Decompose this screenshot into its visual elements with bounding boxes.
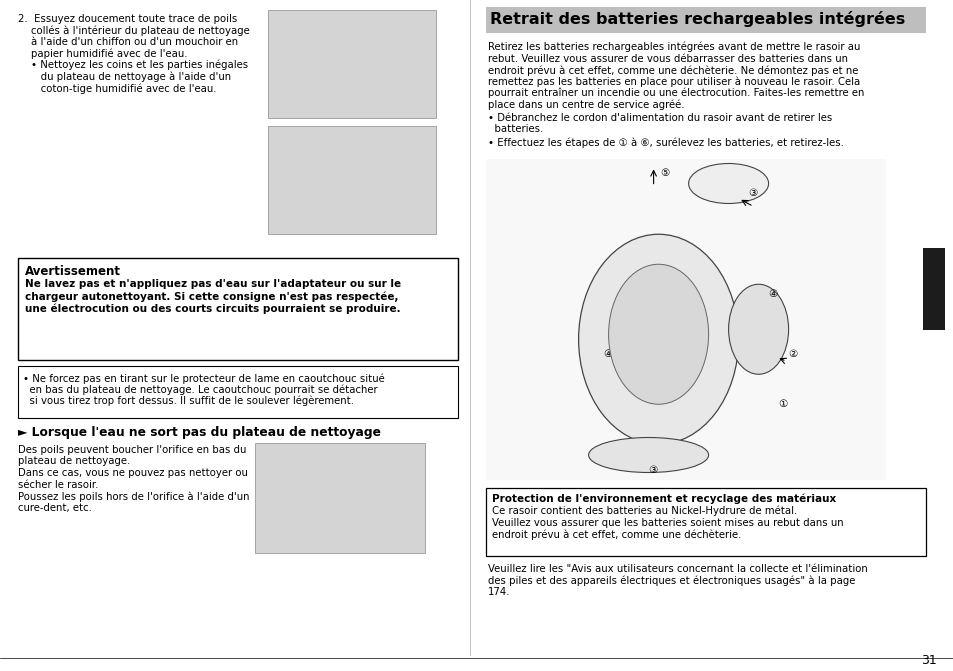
Text: remettez pas les batteries en place pour utiliser à nouveau le rasoir. Cela: remettez pas les batteries en place pour… bbox=[488, 76, 860, 87]
Text: du plateau de nettoyage à l'aide d'un: du plateau de nettoyage à l'aide d'un bbox=[18, 72, 231, 82]
Text: • Ne forcez pas en tirant sur le protecteur de lame en caoutchouc situé: • Ne forcez pas en tirant sur le protect… bbox=[23, 373, 384, 384]
Text: Ne lavez pas et n'appliquez pas d'eau sur l'adaptateur ou sur le: Ne lavez pas et n'appliquez pas d'eau su… bbox=[25, 279, 400, 289]
Bar bbox=[923, 248, 944, 330]
Text: Des poils peuvent boucher l'orifice en bas du: Des poils peuvent boucher l'orifice en b… bbox=[18, 445, 246, 455]
Bar bbox=[18, 366, 457, 418]
Ellipse shape bbox=[688, 164, 768, 203]
Bar bbox=[268, 10, 436, 118]
Text: 2.  Essuyez doucement toute trace de poils: 2. Essuyez doucement toute trace de poil… bbox=[18, 14, 237, 24]
Text: à l'aide d'un chiffon ou d'un mouchoir en: à l'aide d'un chiffon ou d'un mouchoir e… bbox=[18, 37, 238, 47]
Text: • Effectuez les étapes de ① à ⑥, surélevez les batteries, et retirez-les.: • Effectuez les étapes de ① à ⑥, surélev… bbox=[488, 137, 843, 148]
Text: ► Lorsque l'eau ne sort pas du plateau de nettoyage: ► Lorsque l'eau ne sort pas du plateau d… bbox=[18, 426, 380, 439]
Text: sécher le rasoir.: sécher le rasoir. bbox=[18, 480, 98, 490]
Bar bbox=[485, 158, 885, 480]
Text: endroit prévu à cet effet, comme une déchèterie. Ne démontez pas et ne: endroit prévu à cet effet, comme une déc… bbox=[488, 65, 858, 76]
Text: ③: ③ bbox=[648, 465, 658, 475]
Bar bbox=[485, 488, 925, 556]
Text: ②: ② bbox=[788, 349, 797, 359]
Text: pourrait entraîner un incendie ou une électrocution. Faites-les remettre en: pourrait entraîner un incendie ou une él… bbox=[488, 88, 863, 99]
Text: Français: Français bbox=[928, 266, 938, 311]
Text: coton-tige humidifié avec de l'eau.: coton-tige humidifié avec de l'eau. bbox=[18, 83, 216, 93]
Text: batteries.: batteries. bbox=[488, 125, 542, 134]
Ellipse shape bbox=[608, 264, 708, 404]
Text: une électrocution ou des courts circuits pourraient se produire.: une électrocution ou des courts circuits… bbox=[25, 303, 400, 313]
Text: ④: ④ bbox=[768, 289, 777, 299]
Bar bbox=[254, 443, 424, 553]
Text: Protection de l'environnement et recyclage des matériaux: Protection de l'environnement et recycla… bbox=[492, 493, 836, 503]
Text: Avertissement: Avertissement bbox=[25, 265, 121, 278]
Text: plateau de nettoyage.: plateau de nettoyage. bbox=[18, 456, 131, 466]
Text: • Débranchez le cordon d'alimentation du rasoir avant de retirer les: • Débranchez le cordon d'alimentation du… bbox=[488, 113, 831, 123]
Text: Retrait des batteries rechargeables intégrées: Retrait des batteries rechargeables inté… bbox=[490, 11, 904, 27]
Text: si vous tirez trop fort dessus. Il suffit de le soulever légèrement.: si vous tirez trop fort dessus. Il suffi… bbox=[23, 396, 354, 407]
Bar bbox=[18, 258, 457, 360]
Text: Poussez les poils hors de l'orifice à l'aide d'un: Poussez les poils hors de l'orifice à l'… bbox=[18, 491, 250, 501]
Ellipse shape bbox=[728, 285, 788, 374]
Bar bbox=[268, 126, 436, 234]
Text: ①: ① bbox=[778, 399, 787, 409]
Text: Ce rasoir contient des batteries au Nickel-Hydrure de métal.: Ce rasoir contient des batteries au Nick… bbox=[492, 506, 797, 517]
Text: 174.: 174. bbox=[488, 587, 510, 597]
Ellipse shape bbox=[588, 437, 708, 472]
Ellipse shape bbox=[578, 234, 738, 444]
Text: ③: ③ bbox=[748, 189, 757, 199]
Text: rebut. Veuillez vous assurer de vous débarrasser des batteries dans un: rebut. Veuillez vous assurer de vous déb… bbox=[488, 54, 847, 64]
Text: en bas du plateau de nettoyage. Le caoutchouc pourrait se détacher: en bas du plateau de nettoyage. Le caout… bbox=[23, 384, 377, 395]
Text: endroit prévu à cet effet, comme une déchèterie.: endroit prévu à cet effet, comme une déc… bbox=[492, 529, 740, 539]
Bar bbox=[485, 7, 925, 33]
Text: • Nettoyez les coins et les parties inégales: • Nettoyez les coins et les parties inég… bbox=[18, 60, 248, 70]
Text: Veuillez lire les "Avis aux utilisateurs concernant la collecte et l'élimination: Veuillez lire les "Avis aux utilisateurs… bbox=[488, 564, 867, 574]
Text: chargeur autonettoyant. Si cette consigne n'est pas respectée,: chargeur autonettoyant. Si cette consign… bbox=[25, 291, 398, 301]
Text: Dans ce cas, vous ne pouvez pas nettoyer ou: Dans ce cas, vous ne pouvez pas nettoyer… bbox=[18, 468, 248, 478]
Text: place dans un centre de service agréé.: place dans un centre de service agréé. bbox=[488, 99, 684, 110]
Text: cure-dent, etc.: cure-dent, etc. bbox=[18, 503, 91, 513]
Text: Retirez les batteries rechargeables intégrées avant de mettre le rasoir au: Retirez les batteries rechargeables inté… bbox=[488, 42, 860, 52]
Text: ④: ④ bbox=[603, 349, 612, 359]
Text: 31: 31 bbox=[921, 654, 936, 667]
Text: papier humidifié avec de l'eau.: papier humidifié avec de l'eau. bbox=[18, 48, 188, 59]
Text: des piles et des appareils électriques et électroniques usagés" à la page: des piles et des appareils électriques e… bbox=[488, 576, 855, 586]
Text: ⑤: ⑤ bbox=[659, 168, 669, 178]
Text: collés à l'intérieur du plateau de nettoyage: collés à l'intérieur du plateau de netto… bbox=[18, 25, 250, 36]
Text: Veuillez vous assurer que les batteries soient mises au rebut dans un: Veuillez vous assurer que les batteries … bbox=[492, 517, 842, 527]
